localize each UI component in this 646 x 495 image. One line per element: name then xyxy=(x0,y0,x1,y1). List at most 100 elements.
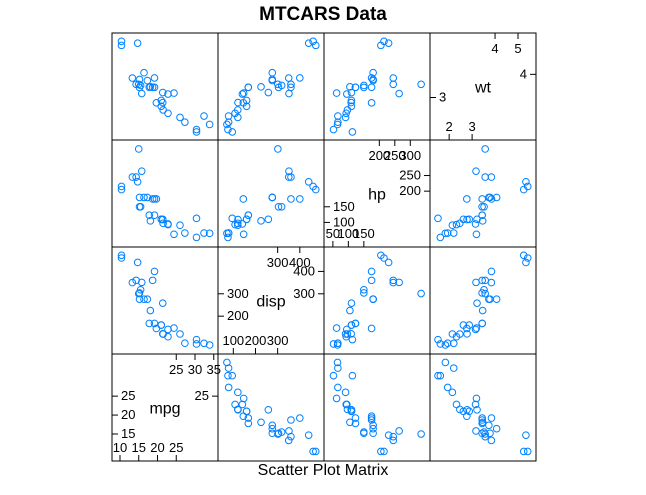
point-mpg-vs-disp-31 xyxy=(234,405,242,414)
point-hp-vs-mpg-7 xyxy=(170,230,178,239)
tick-label-wt-right-4: 4 xyxy=(520,66,527,81)
point-mpg-vs-hp-13 xyxy=(369,429,377,438)
point-disp-vs-hp-31 xyxy=(347,330,355,338)
point-wt-vs-mpg-10 xyxy=(145,83,154,92)
point-disp-vs-hp-10 xyxy=(351,319,360,328)
point-disp-vs-wt-17 xyxy=(449,339,458,348)
point-hp-vs-disp-31 xyxy=(234,215,242,224)
point-wt-vs-disp-29 xyxy=(239,99,248,107)
point-wt-vs-disp-10 xyxy=(244,83,253,92)
point-hp-vs-disp-30 xyxy=(274,145,282,153)
point-wt-vs-hp-26 xyxy=(341,113,350,122)
point-hp-vs-wt-6 xyxy=(481,173,489,181)
point-disp-vs-wt-3 xyxy=(473,299,481,307)
tick-label-hp-bottom-50: 50 xyxy=(326,226,340,241)
tick-label-hp-right-200: 200 xyxy=(399,183,421,198)
point-mpg-vs-wt-21 xyxy=(480,428,488,436)
point-disp-vs-hp-3 xyxy=(347,299,356,307)
point-disp-vs-hp-13 xyxy=(369,295,377,304)
point-wt-vs-mpg-30 xyxy=(134,80,143,89)
point-wt-vs-mpg-19 xyxy=(205,120,214,129)
point-hp-vs-mpg-10 xyxy=(145,211,154,220)
point-disp-vs-wt-27 xyxy=(434,335,442,344)
point-hp-vs-wt-30 xyxy=(481,145,489,153)
point-hp-vs-disp-18 xyxy=(224,233,232,242)
diagonal-label-mpg: mpg xyxy=(149,401,180,418)
point-disp-vs-mpg-11 xyxy=(140,295,148,304)
point-wt-vs-disp-23 xyxy=(284,74,293,82)
point-mpg-vs-hp-27 xyxy=(348,371,357,380)
point-mpg-vs-hp-28 xyxy=(395,427,403,435)
point-disp-vs-mpg-31 xyxy=(158,330,167,338)
panel-hp-vs-disp xyxy=(217,139,325,248)
point-disp-vs-wt-11 xyxy=(492,295,501,304)
point-mpg-vs-wt-12 xyxy=(485,421,493,430)
point-hp-vs-mpg-27 xyxy=(192,214,201,223)
point-hp-vs-mpg-28 xyxy=(137,167,146,175)
point-disp-vs-hp-16 xyxy=(384,258,393,267)
tick-label-mpg-top-35: 35 xyxy=(207,362,221,377)
point-hp-vs-mpg-16 xyxy=(133,177,142,186)
point-wt-vs-hp-31 xyxy=(347,98,355,107)
point-mpg-vs-disp-16 xyxy=(304,431,313,439)
point-disp-vs-hp-29 xyxy=(367,324,376,333)
point-wt-vs-hp-17 xyxy=(334,112,342,120)
point-wt-vs-disp-19 xyxy=(223,120,231,129)
point-disp-vs-hp-26 xyxy=(341,330,350,338)
tick-label-wt-bottom-3: 3 xyxy=(468,119,475,134)
point-mpg-vs-wt-11 xyxy=(492,424,501,433)
point-mpg-vs-hp-15 xyxy=(380,447,388,456)
point-disp-vs-hp-1 xyxy=(347,321,356,329)
point-hp-vs-disp-3 xyxy=(264,215,273,224)
point-wt-vs-disp-14 xyxy=(311,41,320,50)
point-hp-vs-disp-23 xyxy=(284,173,293,181)
point-wt-vs-hp-3 xyxy=(347,88,356,97)
point-mpg-vs-disp-9 xyxy=(244,414,253,422)
point-wt-vs-hp-13 xyxy=(369,75,377,84)
point-disp-vs-hp-28 xyxy=(395,278,403,287)
point-wt-vs-mpg-0 xyxy=(157,102,166,111)
point-wt-vs-hp-22 xyxy=(360,83,368,92)
point-wt-vs-mpg-12 xyxy=(143,76,152,85)
point-hp-vs-disp-4 xyxy=(287,195,295,203)
point-hp-vs-mpg-25 xyxy=(181,229,189,237)
point-mpg-vs-disp-7 xyxy=(239,394,248,403)
point-mpg-vs-wt-17 xyxy=(449,364,458,372)
point-wt-vs-mpg-15 xyxy=(117,37,126,46)
point-wt-vs-mpg-1 xyxy=(157,96,166,105)
point-hp-vs-mpg-13 xyxy=(135,193,144,202)
point-wt-vs-disp-30 xyxy=(274,80,282,89)
point-disp-vs-mpg-26 xyxy=(176,330,184,338)
point-hp-vs-wt-8 xyxy=(471,220,480,228)
point-hp-vs-disp-22 xyxy=(274,202,283,211)
point-wt-vs-hp-2 xyxy=(342,109,350,118)
point-wt-vs-mpg-7 xyxy=(170,89,178,97)
point-hp-vs-mpg-26 xyxy=(176,221,184,230)
point-wt-vs-mpg-9 xyxy=(150,83,159,92)
point-mpg-vs-hp-16 xyxy=(384,431,393,439)
point-hp-vs-mpg-9 xyxy=(150,211,159,220)
point-hp-vs-mpg-31 xyxy=(158,215,167,224)
point-disp-vs-mpg-15 xyxy=(117,254,126,262)
tick-label-disp-right-300: 300 xyxy=(293,286,315,301)
point-mpg-vs-wt-27 xyxy=(434,371,442,380)
point-disp-vs-mpg-1 xyxy=(157,321,166,329)
point-hp-vs-mpg-19 xyxy=(205,229,214,238)
point-mpg-vs-hp-25 xyxy=(334,383,342,392)
point-wt-vs-mpg-20 xyxy=(159,106,167,114)
point-hp-vs-mpg-14 xyxy=(117,185,126,194)
tick-label-wt-left-3: 3 xyxy=(439,90,446,105)
point-disp-vs-mpg-29 xyxy=(152,324,161,333)
point-hp-vs-wt-31 xyxy=(463,215,471,224)
point-disp-vs-wt-5 xyxy=(478,306,487,315)
point-hp-vs-disp-1 xyxy=(242,215,251,224)
point-hp-vs-wt-21 xyxy=(480,202,488,211)
tick-label-mpg-left-15: 15 xyxy=(121,426,135,441)
point-wt-vs-mpg-24 xyxy=(150,74,159,82)
point-disp-vs-mpg-7 xyxy=(170,324,178,332)
point-wt-vs-hp-29 xyxy=(367,99,376,107)
point-wt-vs-mpg-27 xyxy=(192,128,201,136)
tick-label-mpg-bottom-25: 25 xyxy=(169,440,183,455)
point-disp-vs-hp-30 xyxy=(417,289,425,298)
point-wt-vs-disp-7 xyxy=(239,89,248,97)
